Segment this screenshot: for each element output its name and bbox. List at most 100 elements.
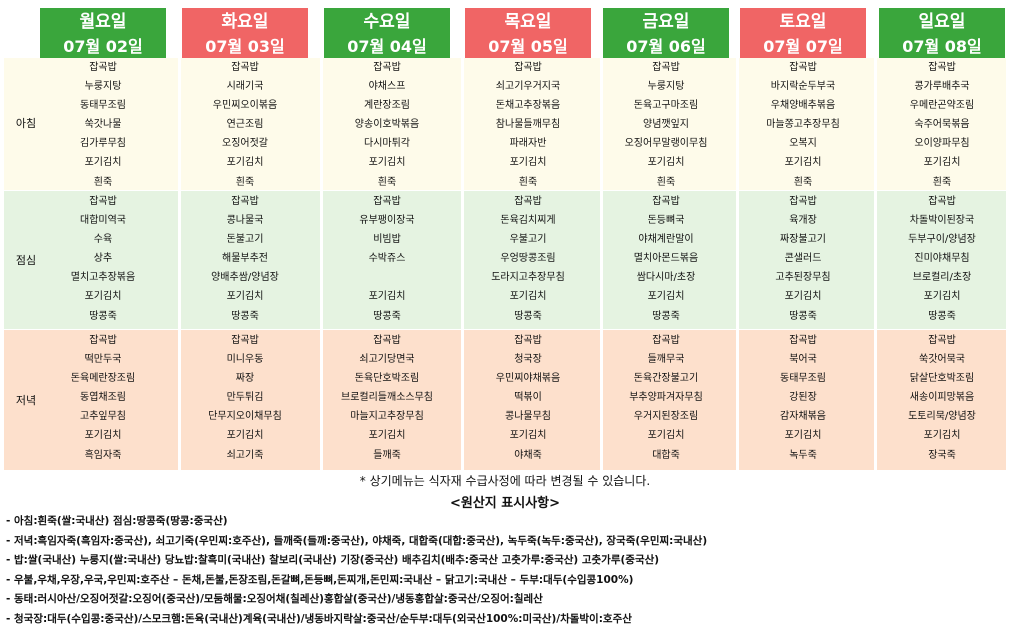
menu-item: 쑥갓나물 (84, 119, 122, 131)
column-divider (461, 58, 464, 470)
menu-item: 땅콩죽 (928, 310, 956, 322)
menu-item: 만두튀김 (226, 392, 264, 404)
dinner-menu-wed: 잡곡밥 쇠고기당면국 돈육단호박조림 브로컬리들깨소스무침 마늘지고추장무침 포… (324, 331, 450, 465)
origin-line: - 동태:러시아산/오징어젓갈:오징어(중국산)/모둠해물:오징어채(칠레산)홍… (6, 593, 543, 606)
menu-item: 잡곡밥 (514, 335, 542, 346)
menu-item: 도라지고추장무침 (491, 272, 565, 284)
origin-list: - 아침:흰죽(쌀:국내산) 점심:땅콩죽(땅콩:중국산) - 저녁:흑임자죽(… (6, 512, 1006, 630)
day-date: 07월 03일 (205, 37, 285, 56)
day-name: 일요일 (918, 12, 966, 32)
menu-item: 우메란곤약조림 (909, 100, 975, 112)
menu-item: 도토리묵/양념장 (908, 411, 976, 423)
menu-item: 포기김치 (923, 157, 961, 169)
dinner-menu-mon: 잡곡밥 떡만두국 돈육메란장조림 동엽채조림 고추잎무침 포기김치 흑임자죽 (40, 331, 166, 465)
breakfast-menu-thu: 잡곡밥 쇠고기우거지국 돈채고추장볶음 참나물들깨무침 파래자반 포기김치 흰죽 (465, 58, 591, 192)
menu-item: 잡곡밥 (789, 335, 817, 346)
menu-item: 포기김치 (226, 157, 264, 169)
menu-item: 땅콩죽 (373, 310, 401, 322)
column-divider (178, 58, 181, 470)
menu-item: 우민찌오이볶음 (212, 100, 278, 112)
menu-item: 포기김치 (784, 430, 822, 442)
menu-item: 숙주어묵볶음 (914, 119, 970, 131)
menu-item: 흰죽 (377, 176, 397, 188)
menu-item: 땅콩죽 (652, 310, 680, 322)
origin-line: - 우불,우채,우장,우국,우민찌:호주산 – 돈채,돈불,돈장조림,돈갈뼈,돈… (6, 573, 634, 586)
menu-item: 잡곡밥 (373, 196, 401, 207)
menu-item: 들깨무국 (647, 354, 685, 366)
menu-item: 양념깻잎지 (643, 119, 689, 131)
day-name: 목요일 (504, 12, 552, 32)
breakfast-menu-wed: 잡곡밥 야채스프 계란장조림 양송이호박볶음 다시마튀각 포기김치 흰죽 (324, 58, 450, 192)
menu-item: 단무지오이채무침 (208, 411, 282, 423)
menu-item: 돈육간장불고기 (633, 373, 699, 385)
day-name: 금요일 (642, 12, 690, 32)
menu-item: 포기김치 (84, 430, 122, 442)
menu-item: 포기김치 (784, 291, 822, 303)
menu-item: 수박쥬스 (368, 253, 406, 265)
menu-item: 흰죽 (93, 176, 113, 188)
menu-item: 차돌박이된장국 (909, 215, 975, 227)
menu-item: 우민찌야채볶음 (495, 373, 561, 385)
menu-item: 포기김치 (923, 430, 961, 442)
menu-item: 잡곡밥 (652, 196, 680, 207)
menu-item: 우채양배추볶음 (770, 100, 836, 112)
menu-item: 돈등뼈국 (647, 215, 685, 227)
column-divider (874, 58, 877, 470)
menu-item: 우거지된장조림 (633, 411, 699, 423)
origin-line: - 청국장:대두(수입콩:중국산)/스모크햄:돈육(국내산)계육(국내산)/냉동… (6, 612, 632, 625)
menu-item: 포기김치 (923, 291, 961, 303)
menu-item: 수육 (93, 234, 113, 246)
origin-line: - 저녁:흑임자죽(흑임자:중국산), 쇠고기죽(우민찌:호주산), 들깨죽(들… (6, 534, 708, 547)
menu-item: 쇠고기우거지국 (495, 81, 561, 93)
menu-item: 포기김치 (509, 157, 547, 169)
column-divider (320, 58, 323, 470)
menu-item: 잡곡밥 (652, 335, 680, 346)
menu-item: 다시마튀각 (364, 138, 410, 150)
menu-item: 땅콩죽 (789, 310, 817, 322)
menu-item: 잡곡밥 (789, 196, 817, 207)
menu-item: 야채죽 (514, 449, 542, 461)
menu-item: 들깨죽 (373, 449, 401, 461)
day-date: 07월 02일 (63, 37, 143, 56)
breakfast-menu-sat: 잡곡밥 바지락순두부국 우채양배추볶음 마늘쫑고추장무침 오복지 포기김치 흰죽 (740, 58, 866, 192)
menu-change-notice: * 상기메뉴는 식자재 수급사정에 따라 변경될 수 있습니다. (359, 474, 651, 488)
menu-item: 잡곡밥 (231, 62, 259, 73)
meal-label-lunch: 점심 (15, 254, 37, 267)
breakfast-menu-sun: 잡곡밥 콩가루배추국 우메란곤약조림 숙주어묵볶음 오이양파무침 포기김치 흰죽 (879, 58, 1005, 192)
origin-title: <원산지 표시사항> (449, 496, 561, 511)
day-name: 토요일 (779, 12, 827, 32)
lunch-band (4, 191, 1006, 329)
menu-item: 콘샐러드 (784, 253, 822, 265)
day-header-wed: 수요일 07월 04일 (324, 8, 450, 58)
day-name: 수요일 (363, 12, 411, 32)
menu-item: 땅콩죽 (231, 310, 259, 322)
menu-item: 떡볶이 (514, 392, 542, 404)
menu-item: 쇠고기당면국 (359, 354, 415, 366)
menu-item: 연근조림 (226, 119, 264, 131)
menu-item: 콩나물무침 (505, 411, 551, 423)
menu-item: 두부구이/양념장 (908, 234, 976, 246)
day-header-thu: 목요일 07월 05일 (465, 8, 591, 58)
menu-item: 콩나물국 (226, 215, 264, 227)
day-date: 07월 08일 (902, 37, 982, 56)
menu-item: 비빔밥 (373, 234, 401, 246)
menu-item: 돈육메란장조림 (70, 373, 136, 385)
menu-item: 진미야채무침 (914, 253, 970, 265)
menu-item: 고추잎무침 (80, 411, 126, 423)
day-date: 07월 06일 (626, 37, 706, 56)
menu-item: 바지락순두부국 (770, 81, 836, 93)
menu-item: 잡곡밥 (789, 62, 817, 73)
menu-item: 누룽지탕 (647, 81, 685, 93)
menu-item: 잡곡밥 (231, 335, 259, 346)
lunch-menu-thu: 잡곡밥 돈육김치찌게 우불고기 우엉땅콩조림 도라지고추장무침 포기김치 땅콩죽 (465, 192, 591, 326)
menu-item: 야채스프 (368, 81, 406, 93)
menu-item (324, 268, 450, 287)
menu-item: 새송이피망볶음 (909, 392, 975, 404)
menu-item: 부추양파겨자무침 (629, 392, 703, 404)
menu-item: 파래자반 (509, 138, 547, 150)
menu-item: 감자채볶음 (780, 411, 826, 423)
menu-item: 오이양파무침 (914, 138, 970, 150)
menu-item: 잡곡밥 (373, 335, 401, 346)
menu-item: 쑥갓어묵국 (919, 354, 965, 366)
menu-item: 장국죽 (928, 449, 956, 461)
